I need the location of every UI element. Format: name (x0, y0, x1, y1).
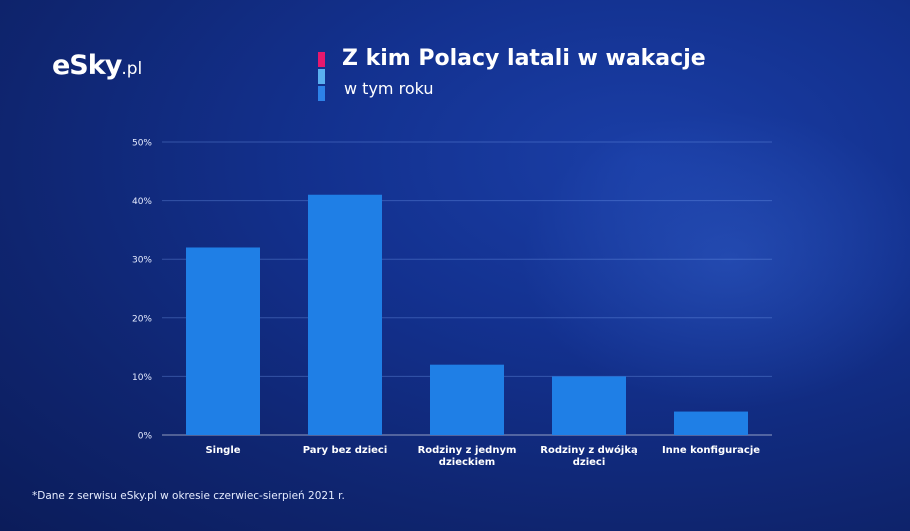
y-tick-label: 50% (132, 139, 152, 149)
y-tick-label: 0% (138, 432, 153, 442)
title-accent-bars (318, 52, 325, 103)
y-tick-label: 40% (132, 197, 152, 207)
y-tick-label: 30% (132, 256, 152, 266)
footnote: *Dane z serwisu eSky.pl w okresie czerwi… (32, 490, 345, 502)
background-glow (520, 110, 910, 410)
bar (552, 376, 626, 435)
esky-logo: eSky .pl (52, 50, 142, 81)
y-tick-label: 10% (132, 373, 152, 383)
chart-title: Z kim Polacy latali w wakacje (342, 46, 706, 71)
x-tick-label: Rodziny z dwójką dzieci (540, 444, 638, 468)
bar (430, 364, 504, 435)
bar (674, 411, 748, 435)
x-tick-label: Pary bez dzieci (303, 445, 388, 456)
logo-suffix: .pl (121, 59, 143, 79)
accent-bar-light-blue (318, 69, 325, 84)
x-tick-label: Single (205, 445, 240, 456)
accent-bar-pink (318, 52, 325, 67)
accent-bar-blue (318, 86, 325, 101)
x-tick-label: Inne konfiguracje (662, 445, 760, 456)
bar (186, 247, 260, 435)
logo-text: eSky (52, 50, 122, 81)
chart-subtitle: w tym roku (344, 79, 434, 98)
y-tick-label: 20% (132, 314, 152, 324)
bar (308, 194, 382, 435)
x-tick-label: Rodziny z jednym dzieckiem (418, 445, 517, 468)
